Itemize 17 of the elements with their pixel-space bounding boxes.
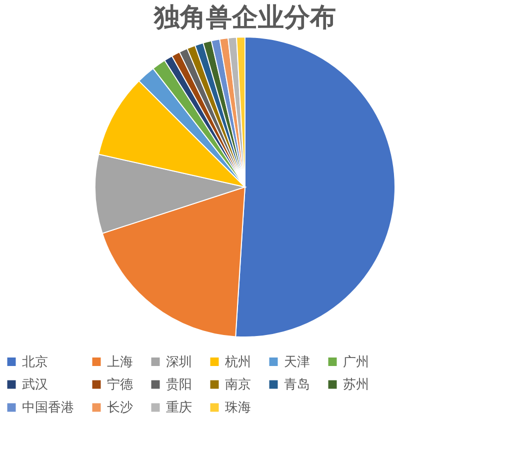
legend-label: 杭州 [224,354,251,370]
chart-title: 独角兽企业分布 [153,3,336,33]
legend-label: 上海 [107,354,133,370]
legend-label: 武汉 [22,378,48,392]
legend-label: 北京 [22,354,48,370]
legend-label: 广州 [343,354,369,370]
legend-label: 青岛 [284,378,310,392]
legend-label: 深圳 [166,354,192,370]
legend-label: 宁德 [107,376,133,392]
legend-label: 长沙 [107,400,133,416]
legend-label: 中国香港 [22,400,74,416]
legend-label: 苏州 [343,378,369,392]
legend-label: 天津 [284,354,310,370]
legend-label: 南京 [225,378,251,392]
legend-label: 重庆 [166,400,192,416]
legend-label: 贵阳 [166,378,192,392]
legend-label: 珠海 [225,400,251,416]
